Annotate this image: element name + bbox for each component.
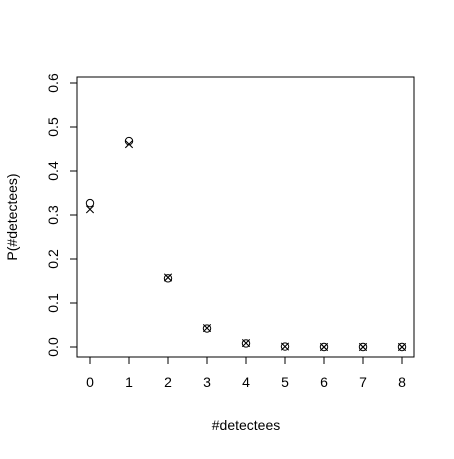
x-tick-label: 7 — [359, 374, 367, 390]
x-tick-label: 5 — [281, 374, 289, 390]
cross-point — [241, 338, 251, 348]
y-tick-label: 0.5 — [45, 117, 61, 137]
y-axis-label: P(#detectees) — [4, 173, 20, 260]
x-tick-label: 2 — [164, 374, 172, 390]
y-tick-label: 0.4 — [45, 161, 61, 181]
cross-point — [202, 323, 212, 333]
y-tick-label: 0.1 — [45, 293, 61, 313]
cross-point — [124, 140, 134, 149]
x-tick-label: 3 — [203, 374, 211, 390]
cross-point — [85, 205, 95, 214]
y-tick-label: 0.0 — [45, 337, 61, 357]
x-tick-label: 1 — [125, 374, 133, 390]
circle-point — [202, 324, 212, 333]
cross-point — [163, 273, 173, 282]
x-axis: 0 1 2 3 4 5 6 7 8 — [86, 356, 406, 390]
circle-point — [241, 339, 251, 348]
circle-point — [319, 342, 329, 352]
circle-point — [85, 198, 95, 208]
cross-point — [319, 342, 329, 352]
x-tick-label: 4 — [242, 374, 250, 390]
circle-point — [397, 342, 407, 352]
plot-frame — [76, 76, 415, 358]
y-tick-label: 0.6 — [45, 73, 61, 93]
cross-point — [397, 342, 407, 352]
y-tick-label: 0.2 — [45, 249, 61, 269]
circle-point — [280, 342, 290, 351]
x-axis-label: #detectees — [212, 417, 281, 433]
y-axis: 0.0 0.1 0.2 0.3 0.4 0.5 0.6 — [45, 73, 78, 357]
x-tick-label: 8 — [398, 374, 406, 390]
data-points — [85, 136, 407, 352]
x-tick-label: 0 — [86, 374, 94, 390]
x-tick-label: 6 — [320, 374, 328, 390]
circle-point — [358, 342, 368, 352]
y-tick-label: 0.3 — [45, 205, 61, 225]
cross-point — [358, 342, 368, 352]
cross-point — [280, 342, 290, 351]
circle-point — [163, 274, 173, 283]
